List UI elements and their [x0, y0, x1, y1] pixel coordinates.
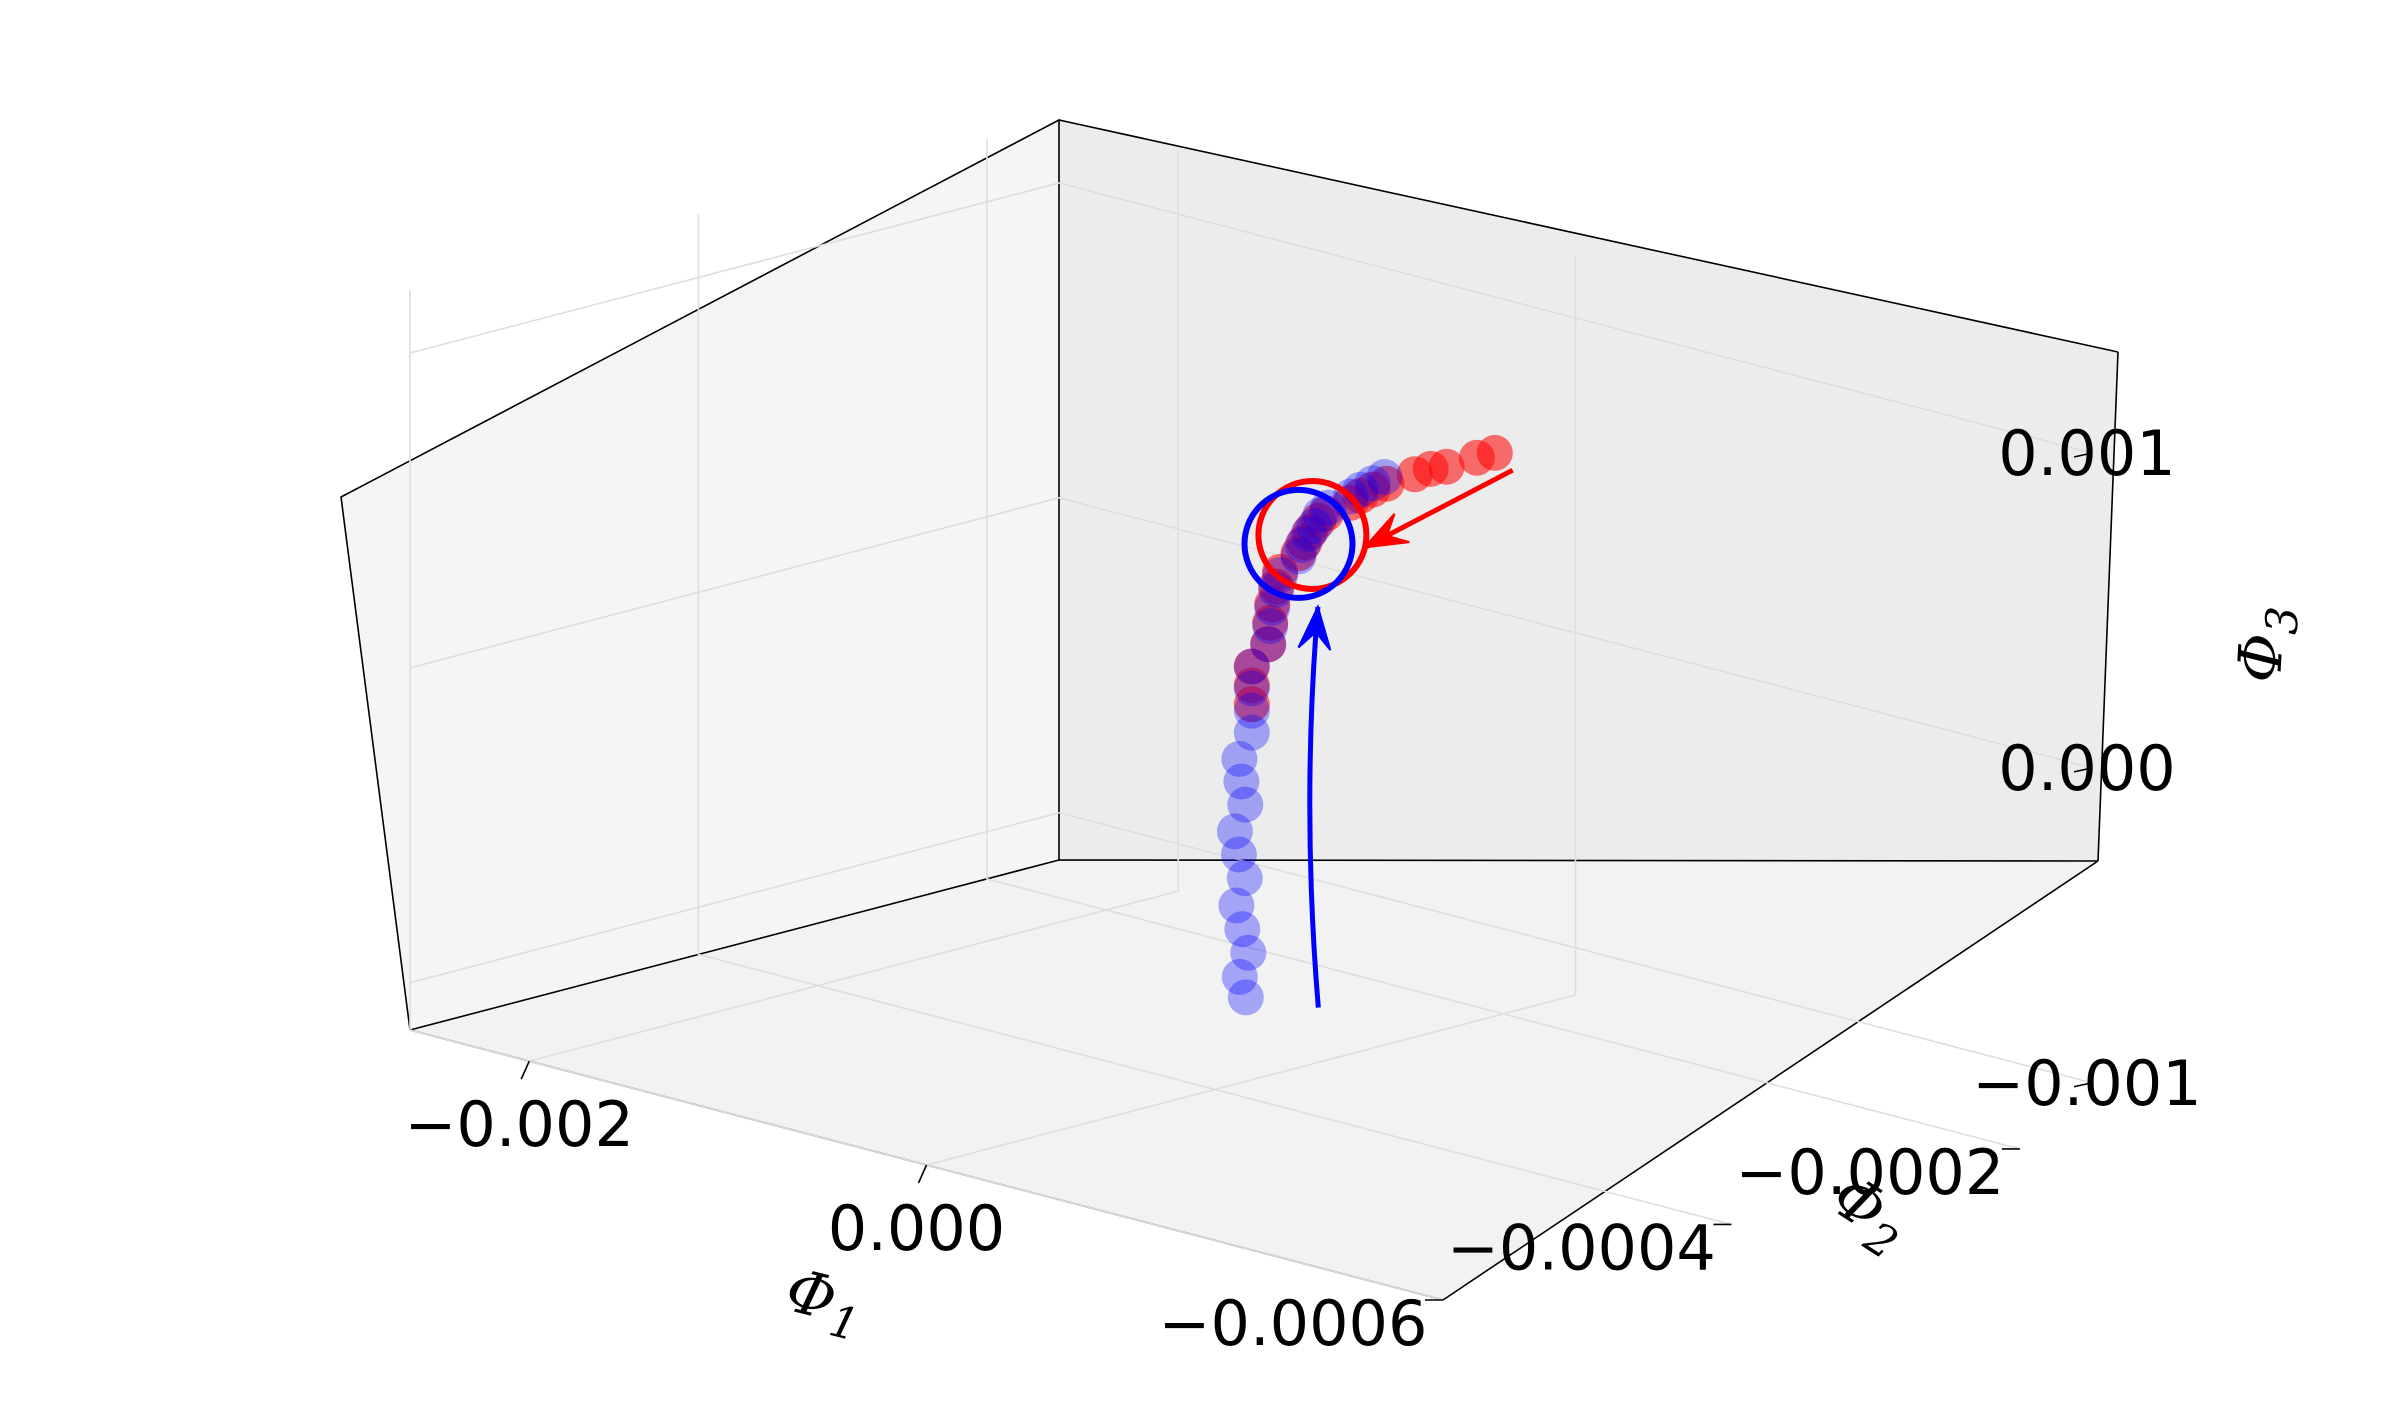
- left-pane: [341, 120, 1059, 1030]
- data-point: [1227, 786, 1264, 823]
- grid-lines: [409, 138, 2093, 1301]
- back-pane-edge: [1058, 119, 2119, 353]
- z-grid-line: [409, 811, 2093, 1084]
- y-tick-label: −0.0002: [1735, 1136, 2004, 1209]
- z-tick-label: 0.000: [1998, 732, 2176, 805]
- z-axis-title: Φ3: [2225, 604, 2309, 685]
- data-point: [1233, 692, 1270, 729]
- y-tick-label: −0.0004: [1447, 1211, 1716, 1284]
- y-grid-line: [697, 214, 1732, 1226]
- annotation-layer: [1241, 467, 1514, 1008]
- data-point: [1458, 439, 1495, 476]
- x-tick-mark: [520, 1060, 530, 1080]
- x-tick-label: −0.002: [404, 1088, 633, 1161]
- y-tick-label: −0.0006: [1159, 1287, 1428, 1360]
- data-point: [1290, 515, 1327, 552]
- z-tick-label: −0.001: [1972, 1047, 2201, 1120]
- z-axis-title-symbol: Φ: [2225, 632, 2297, 685]
- axis-ticks: −0.002 0.000 −0.0006 −0.0004 −0.0002 −0.001 0.…: [404, 417, 2201, 1360]
- data-point: [1226, 860, 1263, 897]
- x-tick-mark: [917, 1164, 928, 1184]
- back-pane: [1059, 120, 2118, 861]
- y-grid-line: [986, 138, 2021, 1150]
- data-point: [1230, 934, 1267, 971]
- x-tick-label: 0.000: [828, 1192, 1006, 1265]
- trajectory-arrow-head: [1362, 513, 1410, 549]
- data-point: [1254, 589, 1291, 626]
- series-layer: [1216, 434, 1513, 1016]
- data-point: [1252, 608, 1289, 644]
- data-point: [1354, 465, 1391, 502]
- data-point: [1310, 489, 1347, 526]
- floor-pane-edge: [409, 859, 2099, 1031]
- data-point: [1250, 626, 1287, 663]
- data-point: [1302, 497, 1339, 533]
- data-point: [1224, 911, 1261, 948]
- z-tick-mark: [2073, 1081, 2093, 1088]
- data-point: [1396, 456, 1433, 493]
- z-grid-line: [409, 182, 2093, 454]
- data-point: [1296, 508, 1333, 544]
- data-point: [1233, 670, 1270, 707]
- data-point: [1220, 836, 1257, 873]
- data-point: [1227, 979, 1264, 1016]
- data-point: [1221, 958, 1258, 995]
- y-axis-line: [1442, 860, 2099, 1301]
- z-tick-mark: [2073, 452, 2093, 458]
- data-point: [1223, 763, 1260, 800]
- trajectory-arrow-head: [1297, 604, 1332, 651]
- data-point: [1221, 740, 1258, 777]
- z-axis-line: [2097, 351, 2119, 862]
- data-point: [1233, 714, 1270, 751]
- data-point: [1233, 686, 1270, 723]
- z-grid-line: [409, 497, 2093, 769]
- series-1: [1216, 459, 1403, 1016]
- y-grid-line: [409, 290, 1444, 1301]
- x-grid-line: [926, 255, 1577, 1166]
- data-point: [1280, 538, 1317, 575]
- data-point: [1216, 813, 1253, 850]
- x-grid-line: [528, 151, 1179, 1062]
- z-tick-mark: [2073, 767, 2093, 773]
- data-point: [1218, 887, 1255, 924]
- z-axis-title-subscript: 3: [2257, 605, 2309, 636]
- series-0: [1233, 434, 1513, 723]
- z-tick-label: 0.001: [1998, 417, 2176, 490]
- trajectory-arrow-line: [1363, 467, 1514, 550]
- data-point: [1233, 648, 1270, 685]
- x-axis-title: Φ1: [776, 1255, 870, 1351]
- left-pane-edge: [340, 118, 1060, 1031]
- highlight-circle: [1241, 486, 1356, 601]
- trajectory-arrow-line: [1307, 606, 1321, 1008]
- highlight-circle: [1255, 478, 1370, 592]
- data-point: [1366, 459, 1403, 495]
- data-point: [1284, 527, 1321, 563]
